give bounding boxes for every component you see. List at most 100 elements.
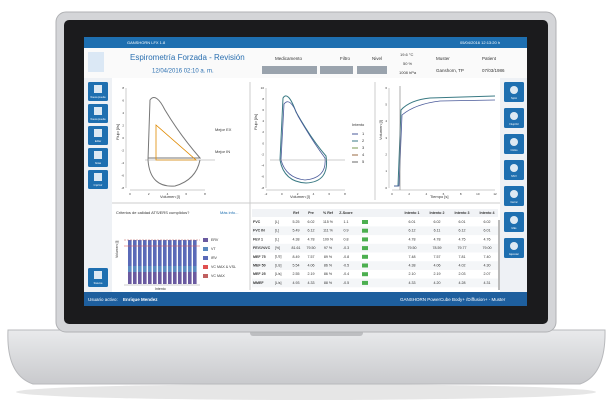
cell: 109 % xyxy=(323,237,334,241)
bar-segment xyxy=(128,266,132,272)
unit: [L/s] xyxy=(275,272,281,276)
y-tick-label: 0 xyxy=(385,186,387,190)
column-header: Intento 2 xyxy=(430,211,445,215)
legend-swatch xyxy=(203,256,208,260)
cell: 2.19 xyxy=(434,272,441,276)
bar-segment xyxy=(188,266,192,272)
x-tick-label: 12 xyxy=(493,192,497,196)
button-label: Ciclos xyxy=(510,148,518,152)
x-tick-label: 2 xyxy=(408,192,410,196)
z-bar xyxy=(362,228,368,233)
dropdown[interactable] xyxy=(262,66,317,74)
screen xyxy=(84,37,527,306)
button-icon xyxy=(510,164,518,172)
cell: 6.01 xyxy=(409,220,416,224)
volume-curve xyxy=(394,95,496,187)
button-label: Más xyxy=(512,226,518,230)
y-tick-label: 1 xyxy=(385,169,387,173)
x-tick-label: 6 xyxy=(443,192,445,196)
cell: 78.59 xyxy=(433,246,442,250)
field: Medicamento xyxy=(275,56,303,61)
cell: 86 % xyxy=(324,263,333,267)
legend-entry: 5 xyxy=(362,159,365,164)
unit: [L/s] xyxy=(275,255,281,259)
table-header xyxy=(252,209,498,217)
y-tick-label: 6 xyxy=(385,86,387,90)
cell: 79.50 xyxy=(408,246,417,250)
x-tick-label: 0 xyxy=(129,192,131,196)
row-band xyxy=(252,261,498,270)
button-label: Notas xyxy=(95,162,102,165)
bar-segment xyxy=(188,240,192,266)
bar-segment xyxy=(193,272,197,284)
cell: 6.01 xyxy=(484,229,491,233)
column-title: Muster xyxy=(436,56,450,61)
datetime: 05/04/2016 12:13:20 h xyxy=(460,40,500,45)
y-tick-label: 2 xyxy=(262,130,264,134)
bar-segment xyxy=(128,240,132,266)
cell: 4.78 xyxy=(308,237,315,241)
scrollbar[interactable] xyxy=(498,220,500,290)
cell: 2.55 xyxy=(293,272,300,276)
quality-bars xyxy=(128,240,197,284)
parameter: FVC xyxy=(253,220,261,224)
cell: 79.00 xyxy=(483,246,492,250)
y-label: Volumen [l] xyxy=(115,241,119,258)
volume-curve xyxy=(394,99,496,187)
cell: 8.49 xyxy=(293,255,300,259)
y-tick-label: -6 xyxy=(261,175,264,179)
legend: Mejor EX xyxy=(215,127,232,132)
more-info[interactable]: Más info... xyxy=(220,210,238,215)
y-tick-label: 6 xyxy=(262,108,264,112)
cell: 6.02 xyxy=(308,220,315,224)
bar-segment xyxy=(183,266,187,272)
cell: 79.50 xyxy=(307,246,316,250)
button-icon xyxy=(94,151,102,159)
x-tick-label: 6 xyxy=(185,192,187,196)
y-tick-label: -8 xyxy=(121,186,124,190)
user: Enrique Mendez xyxy=(123,297,158,302)
y-tick-label: -2 xyxy=(121,148,124,152)
cell: 81.61 xyxy=(292,246,301,250)
cell: 2.10 xyxy=(409,272,416,276)
parameter: MEF 75 xyxy=(253,255,266,259)
unit: [%] xyxy=(275,246,280,250)
parameter: FEV 1 xyxy=(253,237,263,241)
dropdown[interactable] xyxy=(357,66,387,74)
y-tick-label: -2 xyxy=(261,152,264,156)
column-header: Intento 3 xyxy=(455,211,470,215)
legend: Mejor IN xyxy=(215,149,230,154)
cell: 7.57 xyxy=(308,255,315,259)
y-tick-label: -6 xyxy=(121,173,124,177)
button-icon xyxy=(510,190,518,198)
z-bar xyxy=(362,263,368,268)
cell: 4.31 xyxy=(484,281,491,285)
unit: [L] xyxy=(275,237,279,241)
button-icon xyxy=(510,216,518,224)
title-text: GANSHORN LFX 1.8 xyxy=(127,40,166,45)
x-label: Tiempo [s] xyxy=(430,194,449,199)
cell: 5.54 xyxy=(293,263,300,267)
quality-question: Criterios de calidad ATS/ERS cumplidos? xyxy=(116,210,190,215)
button-icon xyxy=(510,112,518,120)
dropdown[interactable] xyxy=(320,66,353,74)
cell: 5.49 xyxy=(293,229,300,233)
humidity: 50 % xyxy=(403,61,413,66)
bar-segment xyxy=(163,272,167,284)
legend-entry: 4 xyxy=(362,152,365,157)
bar-segment xyxy=(143,272,147,284)
cell: 4.02 xyxy=(459,263,466,267)
cell: 4.38 xyxy=(409,263,416,267)
flow-curve xyxy=(280,101,326,181)
cell: 6.12 xyxy=(308,229,315,233)
button-icon xyxy=(94,107,102,115)
cell: 1.1 xyxy=(344,220,349,224)
button-label: Ejecutar xyxy=(509,252,519,256)
y-tick-label: 8 xyxy=(122,86,124,90)
z-bar xyxy=(362,280,368,285)
birth-date: 07/03/1986 xyxy=(482,68,505,73)
y-tick-label: 0 xyxy=(122,136,124,140)
cell: 7.57 xyxy=(434,255,441,259)
legend-entry: ERV xyxy=(211,238,219,242)
